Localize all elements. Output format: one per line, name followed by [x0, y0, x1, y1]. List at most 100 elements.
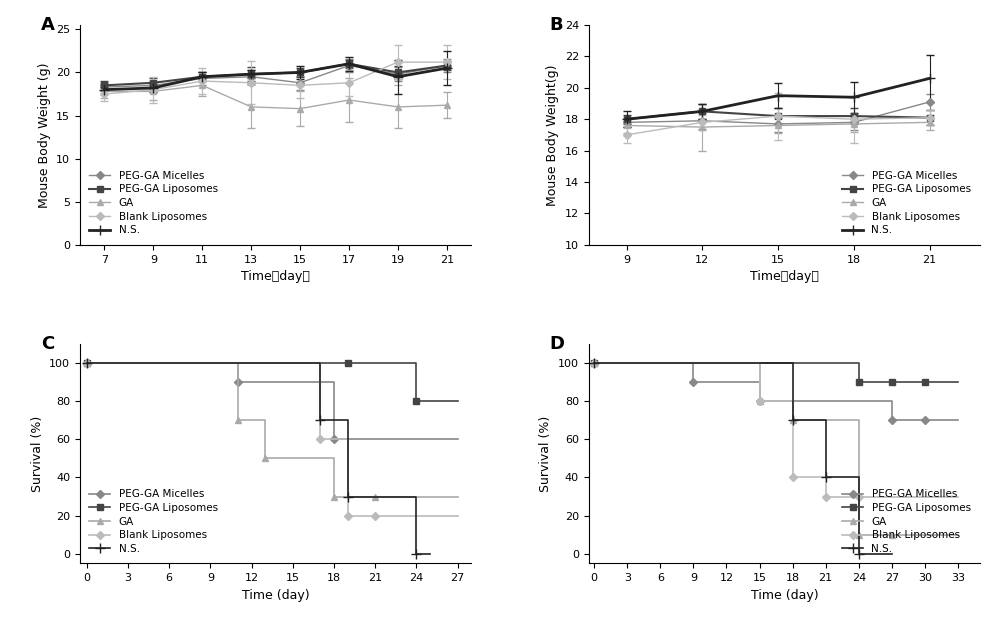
- PEG-GA Liposomes: [342, 359, 354, 367]
- N.S.: [886, 550, 898, 558]
- Blank Liposomes: [754, 359, 766, 367]
- PEG-GA Liposomes: [452, 398, 464, 405]
- Y-axis label: Survival (%): Survival (%): [539, 416, 552, 491]
- Y-axis label: Survival (%): Survival (%): [31, 416, 44, 491]
- GA: [787, 398, 799, 405]
- GA: [81, 359, 93, 367]
- Blank Liposomes: [81, 359, 93, 367]
- N.S.: [787, 416, 799, 424]
- Legend: PEG-GA Micelles, PEG-GA Liposomes, GA, Blank Liposomes, N.S.: PEG-GA Micelles, PEG-GA Liposomes, GA, B…: [838, 485, 975, 558]
- N.S.: [424, 550, 436, 558]
- Line: N.S.: N.S.: [82, 358, 435, 559]
- PEG-GA Micelles: [328, 378, 340, 386]
- PEG-GA Micelles: [232, 359, 244, 367]
- Blank Liposomes: [754, 398, 766, 405]
- GA: [886, 531, 898, 538]
- N.S.: [787, 359, 799, 367]
- Legend: PEG-GA Micelles, PEG-GA Liposomes, GA, Blank Liposomes, N.S.: PEG-GA Micelles, PEG-GA Liposomes, GA, B…: [85, 167, 222, 240]
- Text: B: B: [550, 16, 563, 34]
- Legend: PEG-GA Micelles, PEG-GA Liposomes, GA, Blank Liposomes, N.S.: PEG-GA Micelles, PEG-GA Liposomes, GA, B…: [85, 485, 222, 558]
- X-axis label: Time（day）: Time（day）: [241, 270, 310, 283]
- PEG-GA Liposomes: [853, 378, 865, 386]
- GA: [452, 493, 464, 500]
- N.S.: [314, 359, 326, 367]
- N.S.: [410, 493, 422, 500]
- GA: [588, 359, 600, 367]
- PEG-GA Liposomes: [853, 359, 865, 367]
- GA: [328, 454, 340, 462]
- Blank Liposomes: [853, 493, 865, 500]
- GA: [754, 359, 766, 367]
- Blank Liposomes: [853, 493, 865, 500]
- GA: [369, 493, 381, 500]
- PEG-GA Micelles: [687, 378, 699, 386]
- PEG-GA Liposomes: [952, 378, 964, 386]
- Line: GA: GA: [84, 360, 460, 500]
- Line: Blank Liposomes: Blank Liposomes: [591, 360, 961, 500]
- GA: [886, 531, 898, 538]
- Blank Liposomes: [342, 512, 354, 520]
- Blank Liposomes: [820, 474, 832, 481]
- PEG-GA Micelles: [452, 436, 464, 443]
- PEG-GA Liposomes: [886, 378, 898, 386]
- N.S.: [342, 493, 354, 500]
- Line: GA: GA: [591, 360, 961, 538]
- N.S.: [342, 416, 354, 424]
- PEG-GA Micelles: [919, 416, 931, 424]
- PEG-GA Micelles: [754, 378, 766, 386]
- Blank Liposomes: [314, 359, 326, 367]
- Text: A: A: [41, 16, 55, 34]
- Line: Blank Liposomes: Blank Liposomes: [84, 360, 460, 518]
- Line: PEG-GA Micelles: PEG-GA Micelles: [591, 360, 961, 423]
- GA: [853, 416, 865, 424]
- PEG-GA Liposomes: [81, 359, 93, 367]
- Text: C: C: [41, 335, 54, 353]
- PEG-GA Micelles: [754, 398, 766, 405]
- PEG-GA Micelles: [919, 416, 931, 424]
- N.S.: [81, 359, 93, 367]
- PEG-GA Micelles: [232, 378, 244, 386]
- PEG-GA Micelles: [886, 398, 898, 405]
- N.S.: [820, 416, 832, 424]
- Blank Liposomes: [314, 436, 326, 443]
- GA: [232, 359, 244, 367]
- N.S.: [314, 416, 326, 424]
- N.S.: [853, 474, 865, 481]
- Blank Liposomes: [787, 474, 799, 481]
- Y-axis label: Mouse Body Weight (g): Mouse Body Weight (g): [38, 62, 51, 208]
- PEG-GA Liposomes: [886, 378, 898, 386]
- N.S.: [853, 550, 865, 558]
- GA: [787, 416, 799, 424]
- Legend: PEG-GA Micelles, PEG-GA Liposomes, GA, Blank Liposomes, N.S.: PEG-GA Micelles, PEG-GA Liposomes, GA, B…: [838, 167, 975, 240]
- X-axis label: Time (day): Time (day): [242, 588, 309, 602]
- GA: [232, 416, 244, 424]
- N.S.: [410, 550, 422, 558]
- Blank Liposomes: [820, 493, 832, 500]
- Blank Liposomes: [369, 512, 381, 520]
- GA: [259, 416, 271, 424]
- PEG-GA Liposomes: [919, 378, 931, 386]
- Line: PEG-GA Liposomes: PEG-GA Liposomes: [83, 359, 461, 404]
- Blank Liposomes: [787, 398, 799, 405]
- PEG-GA Micelles: [687, 359, 699, 367]
- Line: N.S.: N.S.: [589, 358, 897, 559]
- X-axis label: Time (day): Time (day): [751, 588, 818, 602]
- GA: [853, 531, 865, 538]
- GA: [952, 531, 964, 538]
- N.S.: [588, 359, 600, 367]
- Text: D: D: [550, 335, 565, 353]
- GA: [369, 493, 381, 500]
- PEG-GA Micelles: [81, 359, 93, 367]
- N.S.: [820, 474, 832, 481]
- Y-axis label: Mouse Body Weight(g): Mouse Body Weight(g): [546, 64, 559, 206]
- PEG-GA Micelles: [886, 416, 898, 424]
- Blank Liposomes: [342, 436, 354, 443]
- Blank Liposomes: [588, 359, 600, 367]
- Blank Liposomes: [952, 493, 964, 500]
- Blank Liposomes: [452, 512, 464, 520]
- PEG-GA Liposomes: [410, 398, 422, 405]
- PEG-GA Micelles: [588, 359, 600, 367]
- PEG-GA Micelles: [952, 416, 964, 424]
- Line: PEG-GA Micelles: PEG-GA Micelles: [84, 360, 460, 442]
- GA: [259, 454, 271, 462]
